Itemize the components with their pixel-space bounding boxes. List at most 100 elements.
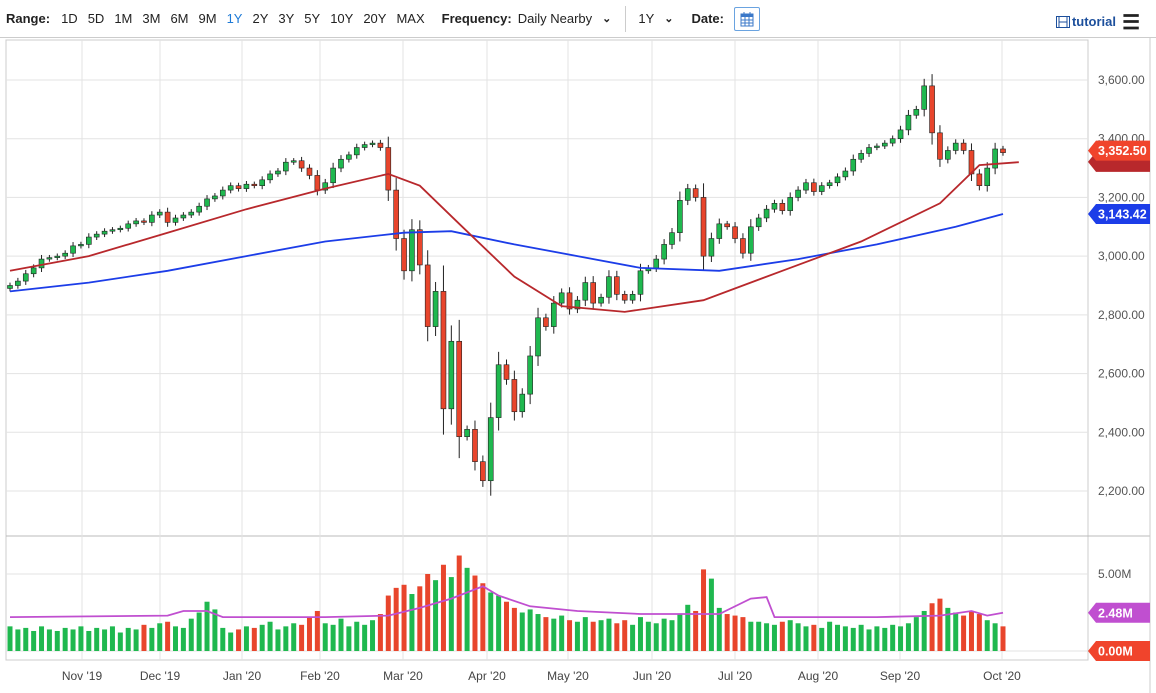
y-tick-label: 3,400.00 — [1098, 132, 1145, 146]
volume-bar — [913, 617, 919, 651]
volume-bar — [866, 629, 872, 651]
candle — [566, 292, 573, 310]
volume-bar — [448, 577, 454, 651]
volume-bar — [86, 630, 92, 651]
range-3y[interactable]: 3Y — [278, 11, 295, 26]
volume-bar — [196, 612, 202, 651]
frequency-value: Daily Nearby — [517, 11, 593, 26]
candle — [235, 185, 242, 189]
candle — [842, 170, 849, 178]
volume-bar — [472, 575, 478, 651]
candle — [290, 160, 297, 163]
volume-bar — [322, 623, 328, 651]
volume-bar — [630, 624, 636, 651]
volume-bar — [795, 623, 801, 651]
range-5y[interactable]: 5Y — [304, 11, 321, 26]
ma200-tag-bg — [1088, 204, 1150, 225]
candle — [503, 364, 510, 380]
candle — [724, 223, 730, 228]
candle — [338, 158, 344, 169]
hamburger-menu-icon[interactable]: ☰ — [1122, 12, 1140, 34]
volume-ma-tag-bg — [1088, 602, 1150, 623]
candle — [141, 220, 147, 223]
date-picker-button[interactable] — [734, 6, 760, 31]
range-5d[interactable]: 5D — [87, 11, 105, 26]
x-tick-label: Nov '19 — [62, 669, 103, 683]
range-9m[interactable]: 9M — [198, 11, 217, 26]
candle — [38, 258, 45, 269]
y-tick-label: 2,600.00 — [1098, 367, 1145, 381]
range-1m[interactable]: 1M — [114, 11, 133, 26]
candle — [535, 317, 541, 357]
candle — [511, 379, 518, 413]
candle — [117, 227, 124, 231]
candle — [787, 197, 794, 211]
candle — [401, 238, 407, 272]
frequency-dropdown[interactable]: Daily Nearby ⌄ — [518, 11, 612, 26]
candle — [259, 179, 265, 186]
volume-bar — [385, 595, 391, 651]
candle — [86, 236, 92, 245]
ma50-line — [9, 161, 1019, 313]
candle — [929, 85, 935, 134]
last-volume-tag: 0.00M — [1088, 641, 1150, 661]
range-max[interactable]: MAX — [396, 11, 425, 26]
volume-bar — [228, 632, 234, 651]
candle — [543, 317, 549, 327]
range-10y[interactable]: 10Y — [330, 11, 354, 26]
candle — [432, 291, 439, 327]
volume-bar — [708, 578, 714, 651]
volume-bar — [377, 614, 383, 651]
candle — [101, 230, 108, 235]
candle — [306, 167, 313, 176]
volume-bar — [559, 615, 565, 651]
candle — [874, 145, 880, 148]
volume-bar — [188, 618, 194, 651]
chevron-down-icon: ⌄ — [664, 13, 674, 25]
tutorial-link[interactable]: tutorial — [1055, 14, 1116, 29]
volume-bar — [787, 620, 793, 651]
volume-bar — [890, 624, 896, 651]
x-tick-label: Feb '20 — [300, 669, 340, 683]
period-dropdown[interactable]: 1Y ⌄ — [638, 11, 673, 26]
candle — [172, 217, 179, 223]
volume-bar — [504, 601, 509, 651]
plot-frame — [5, 39, 1089, 661]
candle — [818, 185, 825, 192]
range-1d[interactable]: 1D — [61, 11, 78, 26]
ma200-tag: 3,143.42 — [1088, 204, 1150, 225]
volume-bar — [645, 621, 651, 651]
range-3m[interactable]: 3M — [142, 11, 161, 26]
candle — [393, 189, 399, 239]
volume-bar — [141, 624, 147, 651]
divider — [625, 5, 627, 32]
candle — [1000, 148, 1006, 153]
candle — [298, 160, 305, 169]
volume-bar — [370, 620, 376, 651]
candle — [976, 173, 983, 186]
ma200-line — [9, 213, 1004, 293]
range-1y[interactable]: 1Y — [226, 11, 243, 26]
candle — [346, 154, 352, 160]
candle — [527, 355, 533, 395]
candle — [748, 226, 754, 254]
candle — [550, 302, 557, 327]
candle — [7, 285, 13, 289]
candle — [992, 148, 998, 169]
range-6m[interactable]: 6M — [170, 11, 189, 26]
volume-bar — [31, 630, 37, 651]
volume-bar — [306, 617, 312, 651]
volume-bar — [299, 624, 305, 651]
x-tick-label: May '20 — [547, 669, 589, 683]
volume-bar — [362, 624, 368, 651]
range-2y[interactable]: 2Y — [252, 11, 269, 26]
candle — [267, 173, 273, 181]
last-price-tag-text: 3,352.50 — [1098, 144, 1147, 158]
candle — [227, 185, 234, 191]
volume-bar — [440, 564, 446, 651]
range-20y[interactable]: 20Y — [363, 11, 387, 26]
volume-bar — [701, 569, 707, 651]
volume-bar — [953, 612, 959, 651]
y-tick-label: 3,200.00 — [1098, 190, 1145, 204]
